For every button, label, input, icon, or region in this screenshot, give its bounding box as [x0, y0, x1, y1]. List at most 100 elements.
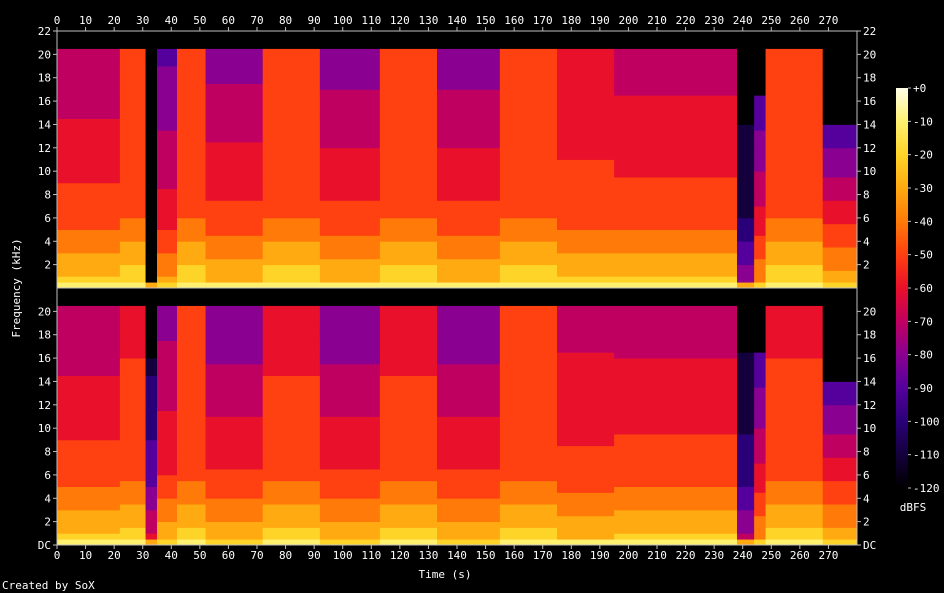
- spectrogram-cell: [765, 480, 824, 487]
- spectrogram-cell: [557, 393, 615, 400]
- spectrogram-cell: [765, 299, 824, 306]
- spectrogram-cell: [319, 539, 381, 546]
- spectrogram-cell: [157, 509, 178, 517]
- y-tick-label: 2: [863, 516, 870, 529]
- spectrogram-cell: [614, 434, 738, 441]
- spectrogram-cell: [319, 194, 381, 201]
- spectrogram-cell: [737, 381, 755, 388]
- spectrogram-cell: [437, 381, 501, 388]
- spectrogram-cell: [614, 212, 738, 219]
- spectrogram-cell: [319, 182, 381, 190]
- spectrogram-cell: [499, 346, 558, 353]
- spectrogram-cell: [157, 171, 178, 178]
- spectrogram-cell: [157, 71, 178, 79]
- spectrogram-cell: [737, 515, 755, 523]
- y-tick-label: 10: [38, 422, 51, 435]
- spectrogram-cell: [754, 311, 766, 318]
- spectrogram-cell: [614, 539, 738, 546]
- spectrogram-cell: [614, 375, 738, 382]
- spectrogram-cell: [57, 182, 121, 190]
- spectrogram-cell: [557, 270, 615, 277]
- spectrogram-cell: [145, 328, 158, 336]
- spectrogram-cell: [614, 422, 738, 429]
- spectrogram-cell: [145, 252, 158, 260]
- spectrogram-cell: [614, 147, 738, 155]
- spectrogram-cell: [499, 106, 558, 114]
- spectrogram-cell: [557, 352, 615, 359]
- spectrogram-cell: [614, 358, 738, 365]
- spectrogram-cell: [379, 194, 438, 201]
- spectrogram-cell: [557, 480, 615, 487]
- spectrogram-cell: [754, 515, 766, 523]
- spectrogram-cell: [319, 387, 381, 394]
- spectrogram-cell: [157, 410, 178, 417]
- spectrogram-cell: [262, 241, 321, 248]
- spectrogram-cell: [262, 141, 321, 149]
- spectrogram-cell: [177, 177, 206, 184]
- spectrogram-cell: [754, 398, 766, 406]
- spectrogram-cell: [557, 124, 615, 131]
- spectrogram-cell: [437, 369, 501, 377]
- spectrogram-cell: [737, 77, 755, 84]
- spectrogram-cell: [262, 165, 321, 172]
- spectrogram-cell: [157, 311, 178, 318]
- colorbar-tick-label: -100: [913, 415, 940, 428]
- spectrogram-cell: [57, 346, 121, 353]
- spectrogram-cell: [765, 451, 824, 458]
- spectrogram-cell: [765, 293, 824, 301]
- x-tick-label: 130: [418, 549, 438, 562]
- spectrogram-cell: [614, 299, 738, 306]
- spectrogram-cell: [157, 474, 178, 482]
- spectrogram-cell: [177, 83, 206, 90]
- spectrogram-cell: [205, 270, 264, 277]
- spectrogram-cell: [262, 247, 321, 254]
- spectrogram-cell: [822, 363, 858, 371]
- spectrogram-cell: [437, 264, 501, 271]
- spectrogram-cell: [379, 434, 438, 441]
- spectrogram-cell: [437, 66, 501, 73]
- spectrogram-cell: [319, 328, 381, 336]
- spectrogram-cell: [119, 112, 146, 120]
- spectrogram-cell: [177, 317, 206, 324]
- spectrogram-cell: [205, 165, 264, 172]
- spectrogram-cell: [145, 124, 158, 131]
- spectrogram-cell: [177, 463, 206, 470]
- spectrogram-cell: [57, 434, 121, 441]
- x-tick-label: 260: [790, 549, 810, 562]
- spectrogram-cell: [319, 42, 381, 49]
- spectrogram-cell: [262, 188, 321, 195]
- spectrogram-cell: [177, 136, 206, 143]
- spectrogram-cell: [614, 54, 738, 61]
- spectrogram-cell: [319, 217, 381, 225]
- y-tick-label: 8: [863, 189, 870, 202]
- spectrogram-cell: [119, 54, 146, 61]
- spectrogram-cell: [437, 276, 501, 283]
- spectrogram-cell: [754, 282, 766, 289]
- spectrogram-cell: [157, 434, 178, 441]
- spectrogram-cell: [57, 486, 121, 493]
- spectrogram-cell: [379, 504, 438, 511]
- spectrogram-cell: [157, 264, 178, 271]
- spectrogram-cell: [205, 130, 264, 137]
- spectrogram-cell: [157, 54, 178, 61]
- spectrogram-cell: [499, 305, 558, 312]
- spectrogram-cell: [379, 270, 438, 277]
- spectrogram-cell: [499, 42, 558, 49]
- spectrogram-cell: [119, 410, 146, 417]
- spectrogram-cell: [177, 229, 206, 236]
- spectrogram-cell: [57, 112, 121, 120]
- spectrogram-cell: [205, 136, 264, 143]
- spectrogram-cell: [499, 229, 558, 236]
- spectrogram-cell: [57, 521, 121, 528]
- spectrogram-cell: [262, 118, 321, 125]
- spectrogram-cell: [614, 71, 738, 79]
- spectrogram-cell: [57, 130, 121, 137]
- y-tick-label: 20: [38, 305, 51, 318]
- spectrogram-cell: [262, 457, 321, 464]
- spectrogram-cell: [737, 474, 755, 482]
- spectrogram-cell: [614, 258, 738, 266]
- spectrogram-cell: [754, 328, 766, 336]
- spectrogram-cell: [262, 463, 321, 470]
- spectrogram-cell: [119, 363, 146, 371]
- spectrogram-cell: [262, 288, 321, 295]
